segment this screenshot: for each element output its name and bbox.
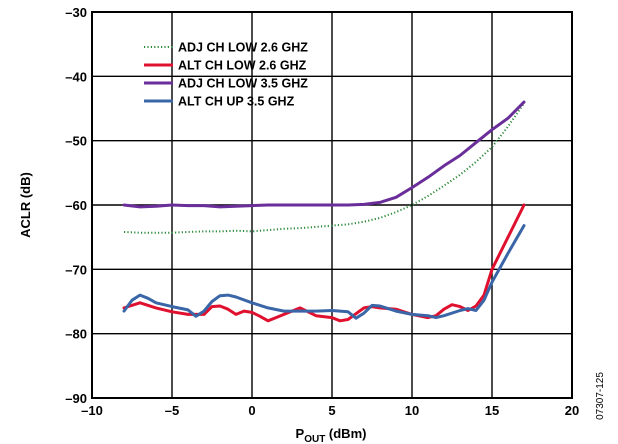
legend-label-2: ALT CH LOW 2.6 GHZ <box>178 59 307 73</box>
series-line-3 <box>122 100 526 209</box>
legend: ADJ CH LOW 2.6 GHZ ALT CH LOW 2.6 GHZ ADJ … <box>144 41 308 109</box>
legend-label-1: ADJ CH LOW 2.6 GHZ <box>178 41 308 55</box>
legend-label-3: ADJ CH LOW 3.5 GHZ <box>178 77 308 91</box>
x-tick-label: –5 <box>165 403 179 418</box>
x-axis-title-main: P <box>296 426 305 441</box>
x-tick-label: –10 <box>81 403 103 418</box>
x-tick-label: 10 <box>405 403 419 418</box>
x-tick-label: 5 <box>328 403 335 418</box>
x-tick-label: 15 <box>485 403 499 418</box>
y-axis-title: ACLR (dB) <box>18 172 33 238</box>
x-axis-title-unit: (dBm) <box>325 426 366 441</box>
tick-labels: –10 –5 0 5 10 15 20–90–80–70–60–50–40–30 <box>65 5 579 418</box>
x-tick-label: 20 <box>565 403 579 418</box>
y-tick-label: –50 <box>65 134 87 149</box>
legend-label-4: ALT CH UP 3.5 GHZ <box>178 95 295 109</box>
series-line-1 <box>123 102 525 234</box>
x-tick-label: 0 <box>248 403 255 418</box>
x-axis-title-subscript: OUT <box>304 434 325 444</box>
y-tick-label: –40 <box>65 69 87 84</box>
y-tick-label: –80 <box>65 327 87 342</box>
series-line-4 <box>122 224 526 320</box>
y-tick-label: –70 <box>65 262 87 277</box>
y-tick-label: –60 <box>65 198 87 213</box>
series-lines <box>122 100 526 323</box>
x-axis-title: POUT (dBm) <box>296 426 367 444</box>
figure-id: 07307-125 <box>595 372 606 420</box>
y-tick-label: –90 <box>65 391 87 406</box>
plot-frame <box>91 11 573 399</box>
y-tick-label: –30 <box>65 5 87 20</box>
series-line-2 <box>122 203 526 323</box>
